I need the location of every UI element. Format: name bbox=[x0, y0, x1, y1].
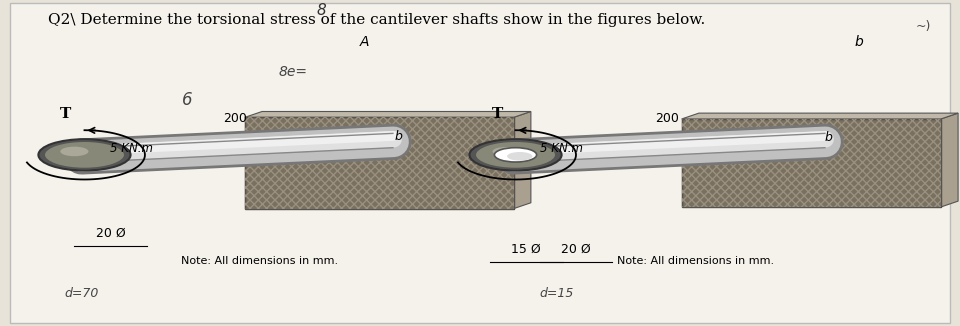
Text: d=15: d=15 bbox=[540, 287, 574, 300]
Circle shape bbox=[44, 141, 125, 169]
Text: 8e=: 8e= bbox=[278, 65, 307, 79]
Circle shape bbox=[38, 139, 131, 170]
Text: 8: 8 bbox=[317, 3, 326, 18]
Text: 5 KN.m: 5 KN.m bbox=[110, 142, 154, 155]
Polygon shape bbox=[941, 113, 958, 207]
Polygon shape bbox=[682, 113, 958, 119]
Text: 6: 6 bbox=[181, 91, 193, 109]
Text: Note: All dimensions in mm.: Note: All dimensions in mm. bbox=[617, 256, 775, 266]
Circle shape bbox=[60, 147, 88, 156]
Text: T: T bbox=[492, 107, 503, 121]
Circle shape bbox=[469, 139, 562, 170]
Text: 15 Ø: 15 Ø bbox=[512, 243, 540, 256]
Text: b: b bbox=[854, 35, 864, 49]
Circle shape bbox=[507, 152, 533, 161]
Text: 20 Ø: 20 Ø bbox=[96, 227, 125, 240]
Text: 5 KN.m: 5 KN.m bbox=[540, 142, 583, 155]
Polygon shape bbox=[245, 111, 531, 117]
Text: 200: 200 bbox=[224, 112, 247, 126]
Text: 200: 200 bbox=[656, 112, 679, 126]
Circle shape bbox=[494, 148, 537, 162]
Text: b: b bbox=[825, 131, 832, 144]
Circle shape bbox=[475, 141, 556, 169]
FancyBboxPatch shape bbox=[682, 119, 941, 207]
Text: Note: All dimensions in mm.: Note: All dimensions in mm. bbox=[180, 256, 338, 266]
Text: b: b bbox=[395, 130, 402, 143]
Text: Q2\ Determine the torsional stress of the cantilever shafts show in the figures : Q2\ Determine the torsional stress of th… bbox=[48, 13, 706, 27]
FancyBboxPatch shape bbox=[245, 117, 514, 209]
Text: A: A bbox=[360, 35, 370, 49]
Text: d=70: d=70 bbox=[64, 287, 99, 300]
Text: ~): ~) bbox=[916, 20, 931, 33]
Text: T: T bbox=[60, 107, 71, 121]
Polygon shape bbox=[514, 111, 531, 209]
FancyBboxPatch shape bbox=[10, 3, 950, 323]
Text: 20 Ø: 20 Ø bbox=[562, 243, 590, 256]
Circle shape bbox=[492, 147, 518, 156]
